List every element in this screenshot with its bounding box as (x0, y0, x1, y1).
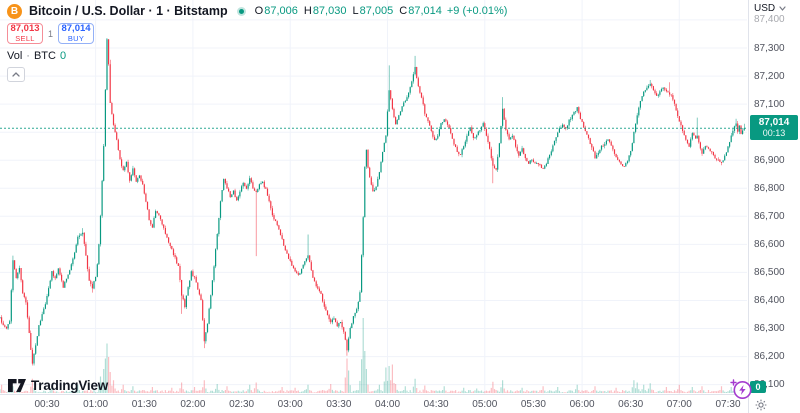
grid-lines (0, 0, 747, 394)
high-value: 87,030 (312, 5, 347, 17)
volume-study-value: 0 (59, 50, 67, 62)
price-tick-86,900: 86,900 (754, 154, 785, 166)
market-status-open-icon[interactable] (236, 6, 246, 16)
volume-study-ticker: BTC (33, 50, 56, 62)
price-tick-87,100: 87,100 (754, 98, 785, 110)
high-label: H (303, 5, 312, 17)
axis-settings-gear-icon[interactable] (755, 398, 767, 413)
chevron-down-icon (779, 6, 786, 11)
price-tick-86,600: 86,600 (754, 238, 785, 250)
open-label: O (254, 5, 264, 17)
time-tick-02:00: 02:00 (180, 399, 206, 410)
low-label: L (352, 5, 359, 17)
volume-bars (0, 318, 744, 394)
tradingview-logo-icon (8, 379, 26, 392)
time-tick-01:30: 01:30 (131, 399, 157, 410)
chart-legend: B Bitcoin / U.S. Dollar · 1 · Bitstamp O… (7, 3, 507, 82)
volume-down-bars (1, 357, 742, 394)
lightning-bolt-icon (730, 379, 752, 399)
price-tick-86,500: 86,500 (754, 266, 785, 278)
time-tick-07:30: 07:30 (715, 399, 741, 410)
quick-trade-button[interactable] (728, 377, 754, 406)
time-tick-03:30: 03:30 (326, 399, 352, 410)
sell-button[interactable]: 87,013 SELL (7, 23, 43, 44)
close-label: C (399, 5, 408, 17)
price-tick-86,200: 86,200 (754, 351, 785, 363)
sell-label: SELL (15, 34, 35, 43)
current-volume-badge: 0 (750, 381, 766, 393)
current-price-badge: 87,014 00:13 (750, 115, 798, 141)
buy-price: 87,014 (61, 23, 91, 34)
tradingview-logo[interactable]: TradingView (8, 378, 108, 393)
ohlc-readout: O 87,006 H 87,030 L 87,005 C 87,014 +9 (+0.0… (255, 5, 508, 17)
trade-buttons-row: 87,013 SELL 1 87,014 BUY (7, 23, 507, 44)
time-tick-05:30: 05:30 (520, 399, 546, 410)
price-tick-86,700: 86,700 (754, 210, 785, 222)
time-tick-02:30: 02:30 (229, 399, 255, 410)
candles (0, 38, 745, 366)
price-tick-86,100: 86,100 (754, 379, 785, 391)
down-candle-wicks (1, 39, 742, 366)
price-tick-86,400: 86,400 (754, 295, 785, 306)
time-tick-04:30: 04:30 (423, 399, 449, 410)
price-axis[interactable]: USD 87,400 87,300 87,200 87,100 86,900 86,800… (748, 0, 800, 413)
bitcoin-icon: B (7, 3, 22, 19)
sell-price: 87,013 (10, 23, 40, 34)
bar-countdown: 00:13 (762, 128, 786, 139)
spread-value: 1 (48, 28, 54, 39)
volume-up-bars (0, 318, 744, 394)
low-value: 87,005 (359, 5, 394, 17)
buy-button[interactable]: 87,014 BUY (58, 23, 95, 44)
volume-study-separator: · (26, 50, 30, 62)
price-tick-87,300: 87,300 (754, 42, 785, 54)
price-axis-unit-selector[interactable]: USD (754, 3, 786, 14)
legend-collapse-button[interactable] (7, 67, 25, 82)
time-axis[interactable]: 00:30 01:00 01:30 02:00 02:30 03:00 03:30 04:00… (0, 394, 748, 413)
time-tick-06:30: 06:30 (618, 399, 644, 410)
change-value: +9 (+0.01%) (446, 5, 508, 17)
up-candle-bodies (0, 39, 745, 364)
time-tick-03:00: 03:00 (277, 399, 303, 410)
price-tick-86,800: 86,800 (754, 182, 785, 194)
price-tick-87,200: 87,200 (754, 70, 785, 82)
time-tick-01:00: 01:00 (83, 399, 109, 410)
volume-study-name: Vol (7, 50, 23, 62)
close-value: 87,014 (408, 5, 442, 17)
tradingview-wordmark: TradingView (31, 378, 109, 393)
buy-label: BUY (67, 34, 85, 43)
time-tick-06:00: 06:00 (569, 399, 595, 410)
price-axis-unit: USD (754, 3, 776, 14)
time-tick-04:00: 04:00 (374, 399, 401, 410)
price-tick-86,300: 86,300 (754, 323, 785, 334)
up-candle-wicks (0, 38, 745, 366)
symbol-title[interactable]: Bitcoin / U.S. Dollar · 1 · Bitstamp (29, 4, 228, 18)
open-value: 87,006 (264, 5, 298, 17)
price-tick-87,400: 87,400 (754, 14, 785, 26)
down-candle-bodies (1, 39, 742, 364)
volume-study-row: Vol · BTC 0 (7, 50, 507, 62)
chevron-up-icon (12, 72, 20, 77)
time-tick-07:00: 07:00 (666, 399, 692, 410)
time-tick-05:00: 05:00 (472, 399, 498, 410)
time-tick-00:30: 00:30 (34, 399, 60, 410)
current-price-value: 87,014 (758, 117, 790, 129)
symbol-title-row: B Bitcoin / U.S. Dollar · 1 · Bitstamp O… (7, 3, 507, 19)
